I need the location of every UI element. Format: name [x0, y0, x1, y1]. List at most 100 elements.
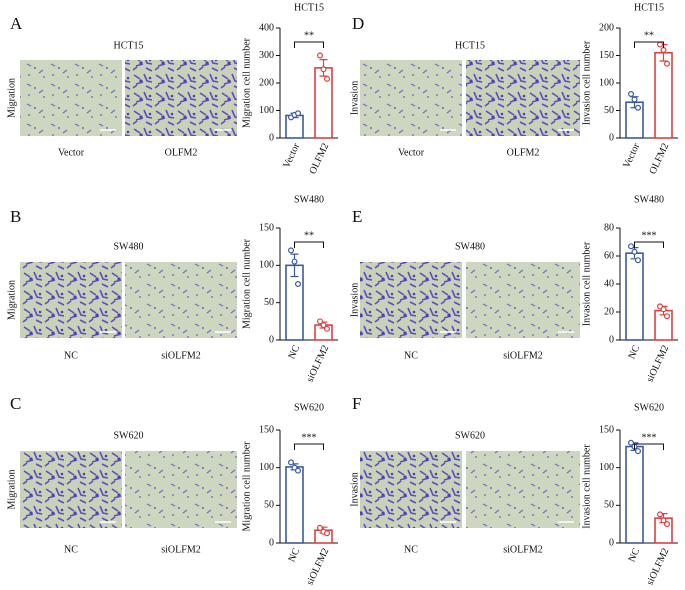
panel-letter: A	[10, 14, 23, 33]
significance-stars: ***	[642, 230, 657, 241]
micrograph	[20, 262, 122, 338]
x-tick-label: NC	[626, 546, 642, 564]
data-point	[295, 467, 302, 474]
image-label: siOLFM2	[503, 350, 542, 361]
micrograph	[466, 60, 580, 136]
data-point	[627, 90, 634, 97]
x-tick-label: NC	[626, 343, 642, 361]
cell-line-title: SW480	[114, 241, 144, 252]
x-tick-label: siOLFM2	[305, 547, 332, 587]
image-label: OLFM2	[165, 147, 198, 158]
y-tick-label: 0	[269, 537, 274, 548]
y-tick-label: 50	[264, 500, 274, 511]
significance-bracket	[294, 41, 324, 48]
x-tick-label: NC	[286, 343, 302, 361]
bar	[625, 252, 644, 341]
cell-line-title: HCT15	[455, 40, 485, 51]
chart-title: SW480	[634, 194, 664, 205]
significance-stars: **	[304, 30, 314, 41]
image-label: NC	[64, 544, 78, 555]
micrograph	[125, 451, 237, 528]
x-tick-label: siOLFM2	[645, 547, 672, 587]
image-label: siOLFM2	[161, 544, 200, 555]
significance-bracket	[294, 241, 324, 248]
cell-line-title: HCT15	[114, 40, 144, 51]
data-point	[660, 46, 667, 53]
data-point	[663, 521, 670, 528]
data-point	[324, 530, 331, 537]
micrograph	[360, 60, 462, 136]
cell-line-title: SW620	[114, 430, 144, 441]
data-point	[324, 325, 331, 332]
micrograph	[20, 451, 122, 528]
y-tick-label: 40	[604, 278, 614, 289]
assay-label: Invasion	[349, 472, 360, 506]
y-tick-label: 100	[599, 462, 614, 473]
panel-letter: E	[352, 207, 362, 226]
image-label: NC	[64, 350, 78, 361]
data-point	[317, 318, 324, 325]
y-tick-label: 100	[599, 77, 614, 88]
significance-stars: **	[304, 230, 314, 241]
micrograph	[125, 262, 237, 338]
data-point	[631, 96, 638, 103]
image-label: siOLFM2	[161, 350, 200, 361]
image-label: OLFM2	[507, 147, 540, 158]
y-tick-label: 80	[604, 222, 614, 233]
y-tick-label: 150	[259, 424, 274, 435]
data-point	[660, 306, 667, 313]
data-point	[656, 511, 663, 518]
image-label: siOLFM2	[503, 544, 542, 555]
significance-bracket	[634, 443, 664, 450]
y-tick-label: 0	[269, 334, 274, 345]
y-axis-label: Invasion cell number	[581, 241, 592, 326]
data-point	[663, 60, 670, 67]
significance-stars: **	[644, 30, 654, 41]
micrograph	[466, 262, 580, 338]
cell-line-title: SW620	[455, 430, 485, 441]
y-tick-label: 200	[599, 22, 614, 33]
y-tick-label: 100	[259, 260, 274, 271]
data-point	[317, 52, 324, 59]
data-point	[288, 459, 295, 466]
y-tick-label: 150	[259, 222, 274, 233]
bar	[654, 51, 673, 139]
data-point	[663, 313, 670, 320]
chart-title: SW480	[294, 194, 324, 205]
data-point	[627, 243, 634, 250]
panel-letter: B	[10, 207, 21, 226]
data-point	[656, 41, 663, 48]
panel-letter: D	[352, 14, 364, 33]
y-tick-label: 50	[604, 105, 614, 116]
micrograph	[466, 451, 580, 528]
y-axis-label: Migration cell number	[241, 441, 252, 532]
x-tick-label: siOLFM2	[305, 344, 332, 384]
panel-letter: C	[10, 394, 21, 413]
chart-title: SW620	[294, 402, 324, 413]
data-point	[320, 322, 327, 329]
y-axis-label: Migration cell number	[241, 37, 252, 128]
data-point	[288, 247, 295, 254]
data-point	[317, 524, 324, 531]
assay-label: Migration	[6, 78, 17, 118]
chart-title: HCT15	[294, 2, 324, 13]
data-point	[291, 258, 298, 265]
y-tick-label: 100	[259, 462, 274, 473]
data-point	[660, 517, 667, 524]
y-axis-label: Invasion cell number	[581, 40, 592, 125]
data-point	[627, 439, 634, 446]
data-point	[324, 75, 331, 82]
y-tick-label: 200	[259, 77, 274, 88]
y-tick-label: 400	[259, 22, 274, 33]
y-tick-label: 0	[269, 132, 274, 143]
x-tick-label: Vector	[281, 141, 302, 170]
data-point	[295, 281, 302, 288]
micrograph	[20, 60, 122, 136]
y-tick-label: 150	[599, 424, 614, 435]
data-point	[295, 110, 302, 117]
significance-bracket	[634, 241, 664, 248]
y-tick-label: 0	[609, 537, 614, 548]
data-point	[634, 448, 641, 455]
micrograph	[360, 262, 462, 338]
